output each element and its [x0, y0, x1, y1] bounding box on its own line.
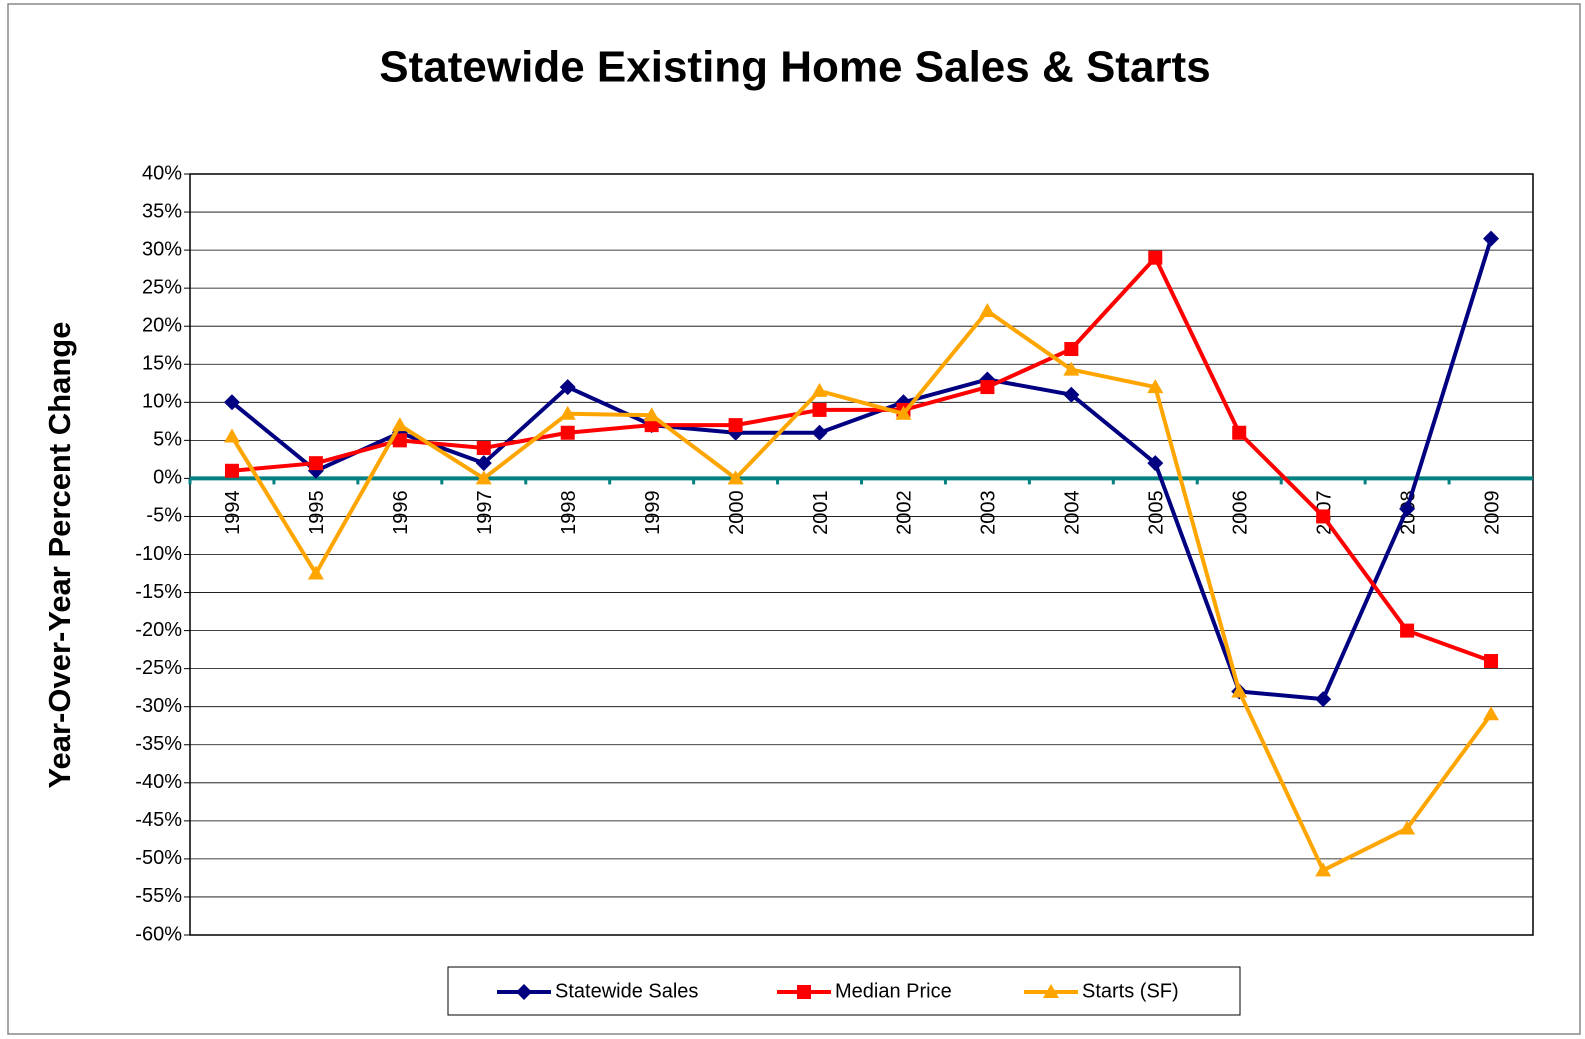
marker	[516, 984, 532, 1000]
x-tick-label: 1997	[474, 490, 496, 535]
marker	[1315, 691, 1332, 708]
plot-border	[189, 173, 1534, 936]
y-tick-label: -45%	[135, 809, 182, 831]
marker	[1483, 706, 1500, 721]
y-tick-label: 30%	[142, 238, 182, 260]
marker	[812, 402, 827, 417]
y-tick-label: -50%	[135, 847, 182, 869]
x-tick-label: 1996	[390, 490, 412, 535]
marker	[1043, 984, 1059, 998]
marker	[1400, 623, 1415, 638]
marker	[1063, 386, 1080, 403]
marker	[308, 456, 323, 471]
marker	[223, 394, 240, 411]
legend-label: Statewide Sales	[555, 980, 698, 1002]
marker	[224, 463, 239, 478]
marker	[1063, 361, 1080, 376]
x-tick-label: 2006	[1230, 490, 1252, 535]
y-tick-label: 35%	[142, 200, 182, 222]
chart-title: Statewide Existing Home Sales & Starts	[379, 43, 1210, 92]
marker	[1148, 250, 1163, 265]
marker	[1399, 820, 1416, 835]
marker	[1232, 425, 1247, 440]
marker	[307, 565, 324, 580]
marker	[391, 417, 408, 432]
marker	[475, 470, 492, 485]
marker	[1064, 342, 1079, 357]
x-tick-label: 2000	[726, 490, 748, 535]
x-tick-label: 1995	[306, 490, 328, 535]
y-tick-label: 25%	[142, 276, 182, 298]
y-tick-label: -40%	[135, 771, 182, 793]
marker	[476, 440, 491, 455]
x-tick-label: 2009	[1481, 490, 1503, 535]
marker	[475, 455, 492, 472]
x-tick-label: 1998	[558, 490, 580, 535]
y-tick-label: 15%	[142, 353, 182, 375]
y-tick-label: -5%	[146, 505, 182, 527]
marker	[559, 405, 576, 420]
x-tick-label: 1994	[222, 490, 244, 535]
x-tick-label: 2002	[894, 490, 916, 535]
marker	[643, 407, 660, 422]
marker	[1399, 500, 1416, 517]
marker	[797, 985, 811, 999]
marker	[1484, 654, 1499, 669]
x-tick-label: 1999	[642, 490, 664, 535]
marker	[1316, 509, 1331, 524]
marker	[1147, 455, 1164, 472]
y-tick-label: 20%	[142, 314, 182, 336]
y-tick-label: -15%	[135, 581, 182, 603]
marker	[560, 425, 575, 440]
marker	[223, 428, 240, 443]
marker	[895, 405, 912, 420]
x-tick-label: 2001	[810, 490, 832, 535]
y-tick-label: -35%	[135, 733, 182, 755]
x-tick-label: 2004	[1062, 490, 1084, 535]
marker	[1315, 862, 1332, 877]
marker	[811, 424, 828, 441]
series-line	[231, 255, 1492, 663]
marker	[811, 382, 828, 397]
y-tick-label: -55%	[135, 885, 182, 907]
marker	[727, 470, 744, 485]
y-tick-label: -30%	[135, 695, 182, 717]
marker	[559, 379, 576, 396]
x-tick-label: 2003	[978, 490, 1000, 535]
y-tick-label: 5%	[153, 429, 182, 451]
x-tick-label: 2005	[1146, 490, 1168, 535]
series-line	[230, 308, 1493, 873]
y-axis-title: Year-Over-Year Percent Change	[42, 322, 77, 789]
y-tick-label: 0%	[153, 467, 182, 489]
y-tick-label: -20%	[135, 619, 182, 641]
marker	[980, 380, 995, 395]
legend-label: Median Price	[835, 980, 952, 1002]
marker	[644, 418, 659, 433]
series-line	[230, 238, 1493, 702]
marker	[1147, 379, 1164, 394]
marker	[392, 433, 407, 448]
legend-label: Starts (SF)	[1082, 980, 1179, 1002]
marker	[1483, 230, 1500, 247]
marker	[979, 302, 996, 317]
legend-box	[447, 966, 1241, 1016]
y-tick-label: -25%	[135, 657, 182, 679]
y-tick-label: -10%	[135, 543, 182, 565]
marker	[728, 418, 743, 433]
y-tick-label: 40%	[142, 162, 182, 184]
marker	[1231, 683, 1248, 698]
y-tick-label: 10%	[142, 391, 182, 413]
y-tick-label: -60%	[135, 923, 182, 945]
